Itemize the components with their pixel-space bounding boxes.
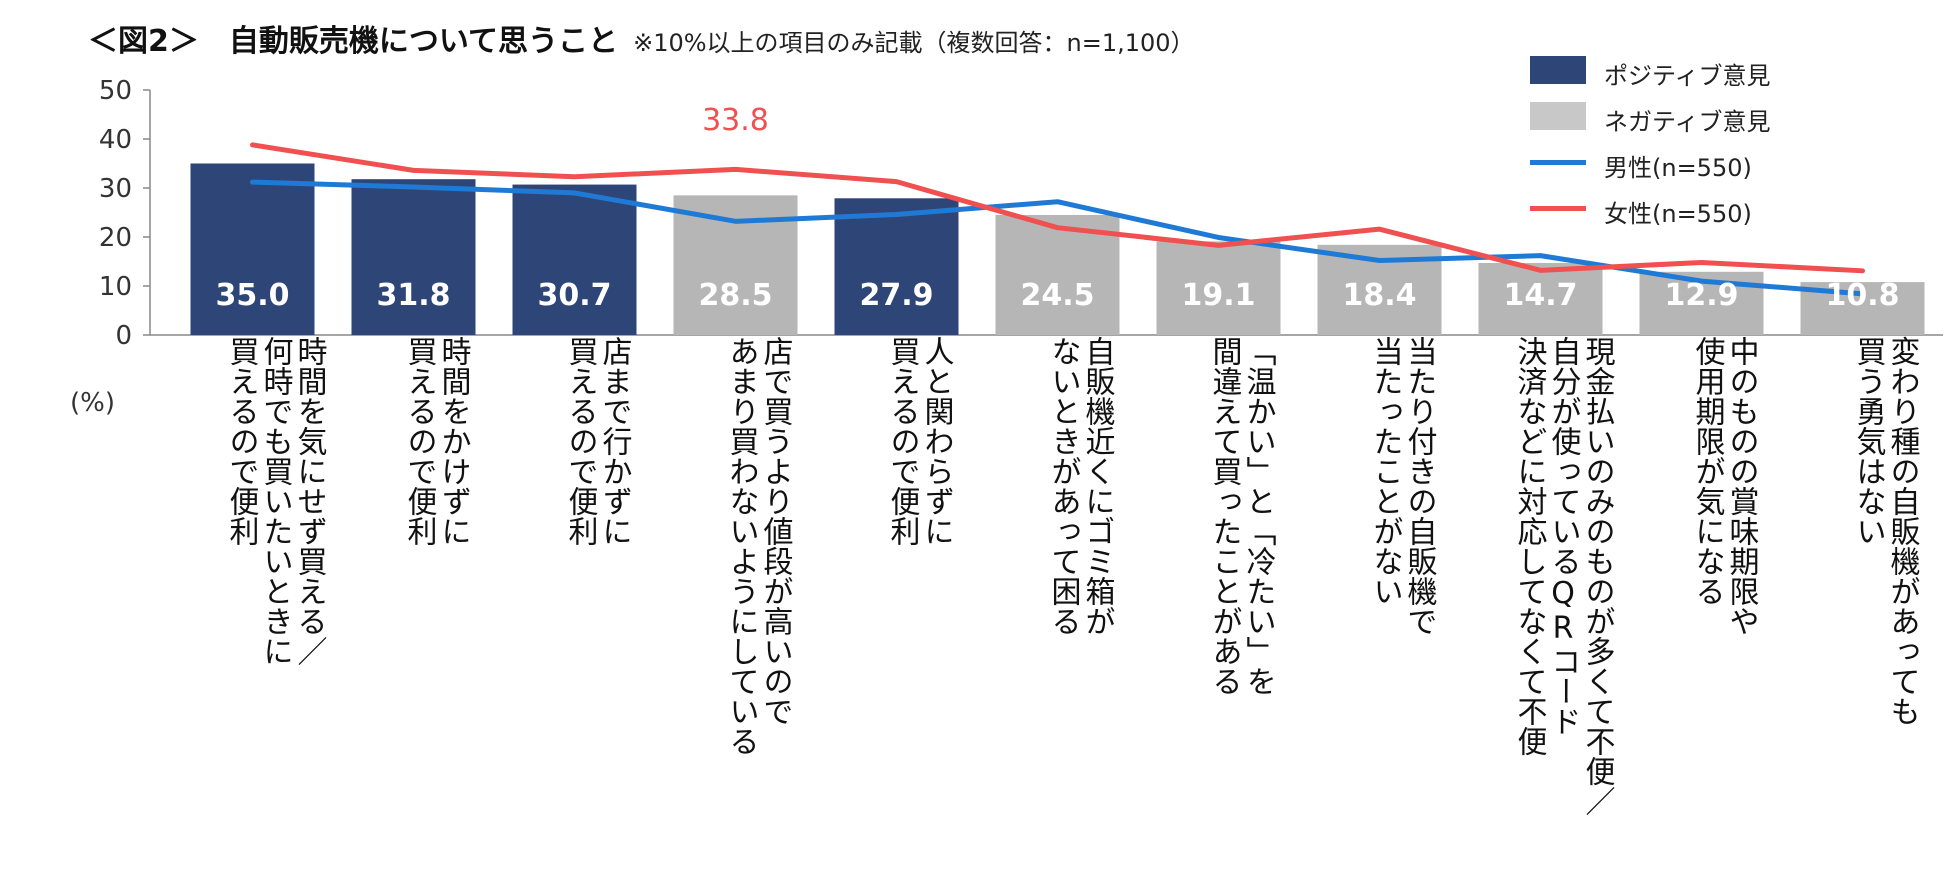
female-peak-annotation: 33.8 — [702, 103, 769, 138]
chart-title-row: ＜図2＞ 自動販売機について思うこと ※10%以上の項目のみ記載（複数回答：n=… — [88, 16, 1195, 60]
data-label: 12.9 — [1664, 278, 1738, 313]
category-label: 当たり付きの自販機で 当たったことがない — [1367, 336, 1437, 876]
category-label-line: 決済などに対応してなくて不便 — [1511, 336, 1547, 756]
category-label-line: 買えるので便利 — [884, 336, 920, 546]
category-label-line: 買えるので便利 — [223, 336, 259, 546]
category-label-line: あまり買わないようにしている — [723, 336, 759, 756]
category-label-line: 当たったことがない — [1367, 336, 1403, 606]
category-label-line: 何時でも買いたいときに — [257, 336, 293, 666]
legend-label: ネガティブ意見 — [1604, 108, 1771, 136]
category-label-line: 当たり付きの自販機で — [1401, 336, 1437, 636]
data-label: 24.5 — [1020, 278, 1094, 313]
category-label-line: 人と関わらずに — [918, 336, 954, 546]
category-label-line: 買えるので便利 — [401, 336, 437, 546]
category-label-line: 店まで行かずに — [596, 336, 632, 546]
category-label: 自販機近くにゴミ箱が ないときがあって困る — [1045, 336, 1115, 876]
data-label: 30.7 — [537, 278, 611, 313]
bar — [351, 179, 476, 335]
bar — [190, 163, 315, 335]
legend-line-swatch — [1530, 206, 1586, 211]
category-label-line: 変わり種の自販機があっても — [1884, 336, 1920, 726]
category-label-line: 間違えて買ったことがある — [1206, 336, 1242, 696]
series-line-female — [250, 142, 1865, 274]
category-label-line: 自分が使っているQRコード — [1545, 336, 1581, 736]
category-label-line: 時間をかけずに — [435, 336, 471, 546]
y-tick-label: 50 — [99, 76, 132, 106]
category-label-line: 買う勇気はない — [1850, 336, 1886, 546]
category-label-line: 店で買うより値段が高いので — [757, 336, 793, 726]
data-label: 31.8 — [376, 278, 450, 313]
data-label: 27.9 — [859, 278, 933, 313]
category-label-line: 使用期限が気になる — [1689, 336, 1725, 606]
legend-label: ポジティブ意見 — [1604, 62, 1771, 90]
y-tick-label: 40 — [99, 125, 132, 155]
series-line-male — [250, 179, 1865, 297]
bar — [834, 198, 959, 335]
category-label-line: 現金払いのみのものが多くて不便／ — [1579, 336, 1615, 816]
category-label-line: 中のものの賞味期限や — [1723, 336, 1759, 636]
category-label: 中のものの賞味期限や 使用期限が気になる — [1689, 336, 1759, 876]
bar — [1478, 262, 1603, 335]
data-label: 14.7 — [1503, 278, 1577, 313]
data-label: 35.0 — [215, 278, 289, 313]
data-label: 10.8 — [1825, 278, 1899, 313]
chart-subtitle: ※10%以上の項目のみ記載（複数回答：n=1,100） — [633, 29, 1195, 57]
category-label-line: 自販機近くにゴミ箱が — [1079, 336, 1115, 636]
category-label: 現金払いのみのものが多くて不便／ 自分が使っているQRコード 決済などに対応してなく… — [1511, 336, 1615, 876]
category-label: 時間をかけずに 買えるので便利 — [401, 336, 471, 876]
legend-label: 男性(n=550) — [1604, 154, 1752, 182]
data-label: 19.1 — [1181, 278, 1255, 313]
y-tick-label: 30 — [99, 174, 132, 204]
y-tick-label: 20 — [99, 223, 132, 253]
category-label: 時間を気にせず買える／ 何時でも買いたいときに 買えるので便利 — [223, 336, 327, 876]
bar — [1156, 241, 1281, 335]
y-axis-unit-label: (%) — [70, 388, 115, 418]
category-label-line: ないときがあって困る — [1045, 336, 1081, 636]
bar — [673, 195, 798, 335]
data-label: 18.4 — [1342, 278, 1416, 313]
y-tick-label: 0 — [115, 321, 132, 351]
legend-line-swatch — [1530, 160, 1586, 165]
category-label: 変わり種の自販機があっても 買う勇気はない — [1850, 336, 1920, 876]
data-label: 28.5 — [698, 278, 772, 313]
category-label-line: 「温かい」と「冷たい」を — [1240, 336, 1276, 696]
category-label-line: 時間を気にせず買える／ — [291, 336, 327, 666]
y-tick-label: 10 — [99, 272, 132, 302]
category-label: 「温かい」と「冷たい」を 間違えて買ったことがある — [1206, 336, 1276, 876]
bar — [995, 214, 1120, 335]
category-label: 人と関わらずに 買えるので便利 — [884, 336, 954, 876]
legend-swatch — [1530, 102, 1586, 130]
category-label-line: 買えるので便利 — [562, 336, 598, 546]
bar — [512, 184, 637, 335]
legend-label: 女性(n=550) — [1604, 200, 1752, 228]
category-label: 店で買うより値段が高いので あまり買わないようにしている — [723, 336, 793, 876]
chart-title: ＜図2＞ 自動販売機について思うこと — [88, 24, 618, 59]
category-label: 店まで行かずに 買えるので便利 — [562, 336, 632, 876]
legend-swatch — [1530, 56, 1586, 84]
